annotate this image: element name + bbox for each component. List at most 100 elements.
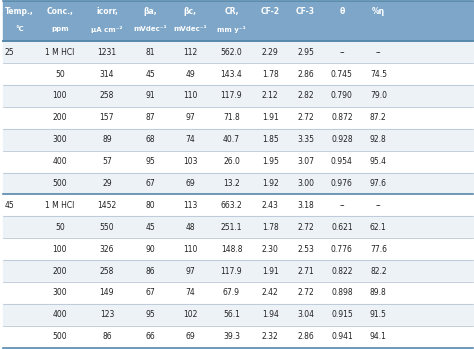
Text: 66: 66 <box>146 332 155 341</box>
Text: 2.82: 2.82 <box>297 91 314 101</box>
Bar <box>2 63 473 85</box>
Text: 1.85: 1.85 <box>262 135 279 144</box>
Text: 1 M HCl: 1 M HCl <box>45 201 74 210</box>
Text: 0.872: 0.872 <box>331 113 353 122</box>
Text: 300: 300 <box>53 288 67 297</box>
Text: 2.95: 2.95 <box>297 48 314 57</box>
Text: 110: 110 <box>183 245 198 254</box>
Text: 91: 91 <box>146 91 155 101</box>
Text: ppm: ppm <box>51 26 69 32</box>
Text: 200: 200 <box>53 113 67 122</box>
Text: 56.1: 56.1 <box>223 310 240 319</box>
Text: 1452: 1452 <box>97 201 117 210</box>
Text: 2.86: 2.86 <box>297 69 314 79</box>
Text: 2.72: 2.72 <box>297 288 314 297</box>
Text: 2.53: 2.53 <box>297 245 314 254</box>
Text: 94.1: 94.1 <box>370 332 387 341</box>
Text: 326: 326 <box>100 245 114 254</box>
Text: 1.92: 1.92 <box>262 179 279 188</box>
Text: 92.8: 92.8 <box>370 135 387 144</box>
Bar <box>2 260 473 282</box>
Text: 0.621: 0.621 <box>331 223 353 232</box>
Text: 89: 89 <box>102 135 112 144</box>
Text: 157: 157 <box>100 113 114 122</box>
Text: 97.6: 97.6 <box>370 179 387 188</box>
Text: 95.4: 95.4 <box>370 157 387 166</box>
Text: 86: 86 <box>102 332 112 341</box>
Text: 62.1: 62.1 <box>370 223 387 232</box>
Text: 29: 29 <box>102 179 112 188</box>
Text: --: -- <box>339 48 345 57</box>
Text: 562.0: 562.0 <box>220 48 242 57</box>
Text: 1.94: 1.94 <box>262 310 279 319</box>
Text: 50: 50 <box>55 223 65 232</box>
Text: 112: 112 <box>183 48 198 57</box>
Text: 1.95: 1.95 <box>262 157 279 166</box>
Text: 97: 97 <box>185 113 195 122</box>
Text: icorr,: icorr, <box>96 7 118 16</box>
Bar <box>2 1 473 41</box>
Text: 2.72: 2.72 <box>297 223 314 232</box>
Text: 100: 100 <box>53 245 67 254</box>
Text: 117.9: 117.9 <box>221 267 242 275</box>
Text: 49: 49 <box>185 69 195 79</box>
Text: 74: 74 <box>185 288 195 297</box>
Text: 2.29: 2.29 <box>262 48 279 57</box>
Text: CF-2: CF-2 <box>261 7 280 16</box>
Text: 148.8: 148.8 <box>221 245 242 254</box>
Text: 3.18: 3.18 <box>297 201 314 210</box>
Text: 143.4: 143.4 <box>220 69 242 79</box>
Text: 87: 87 <box>146 113 155 122</box>
Text: CF-3: CF-3 <box>296 7 315 16</box>
Text: 102: 102 <box>183 310 198 319</box>
Text: %η: %η <box>372 7 385 16</box>
Bar <box>2 151 473 172</box>
Bar <box>2 41 473 63</box>
Text: 123: 123 <box>100 310 114 319</box>
Text: 77.6: 77.6 <box>370 245 387 254</box>
Bar <box>2 326 473 348</box>
Text: 90: 90 <box>146 245 155 254</box>
Text: 57: 57 <box>102 157 112 166</box>
Text: 110: 110 <box>183 91 198 101</box>
Text: 69: 69 <box>185 332 195 341</box>
Text: --: -- <box>375 48 381 57</box>
Text: 0.790: 0.790 <box>331 91 353 101</box>
Bar <box>2 216 473 238</box>
Text: 258: 258 <box>100 267 114 275</box>
Text: 40.7: 40.7 <box>223 135 240 144</box>
Text: 149: 149 <box>100 288 114 297</box>
Text: 79.0: 79.0 <box>370 91 387 101</box>
Text: 103: 103 <box>183 157 198 166</box>
Text: 1.78: 1.78 <box>262 223 279 232</box>
Text: βc,: βc, <box>184 7 197 16</box>
Text: 0.745: 0.745 <box>331 69 353 79</box>
Text: 2.32: 2.32 <box>262 332 279 341</box>
Text: 0.928: 0.928 <box>331 135 353 144</box>
Text: Temp.,: Temp., <box>5 7 34 16</box>
Text: βa,: βa, <box>144 7 157 16</box>
Bar <box>2 107 473 129</box>
Text: --: -- <box>339 201 345 210</box>
Text: 2.72: 2.72 <box>297 113 314 122</box>
Text: 117.9: 117.9 <box>221 91 242 101</box>
Text: 91.5: 91.5 <box>370 310 387 319</box>
Text: 81: 81 <box>146 48 155 57</box>
Text: 0.915: 0.915 <box>331 310 353 319</box>
Text: 74: 74 <box>185 135 195 144</box>
Text: mm y⁻¹: mm y⁻¹ <box>217 26 246 33</box>
Text: 45: 45 <box>146 69 155 79</box>
Text: --: -- <box>375 201 381 210</box>
Text: 3.04: 3.04 <box>297 310 314 319</box>
Text: 1.91: 1.91 <box>262 267 279 275</box>
Text: 74.5: 74.5 <box>370 69 387 79</box>
Text: 550: 550 <box>100 223 114 232</box>
Text: 300: 300 <box>53 135 67 144</box>
Text: 2.86: 2.86 <box>297 332 314 341</box>
Text: 3.07: 3.07 <box>297 157 314 166</box>
Text: 0.976: 0.976 <box>331 179 353 188</box>
Bar <box>2 129 473 151</box>
Text: 80: 80 <box>146 201 155 210</box>
Text: 0.941: 0.941 <box>331 332 353 341</box>
Text: 2.42: 2.42 <box>262 288 279 297</box>
